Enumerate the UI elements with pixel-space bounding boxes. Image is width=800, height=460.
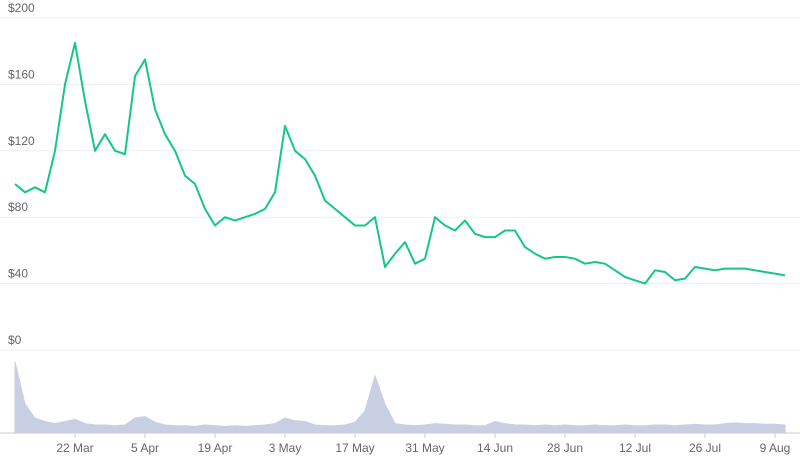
y-tick-label: $120 <box>8 134 35 148</box>
x-tick-label: 31 May <box>405 441 444 455</box>
y-tick-label: $160 <box>8 67 35 81</box>
volume-area <box>14 361 786 433</box>
price-line <box>14 41 786 285</box>
x-tick-label: 28 Jun <box>547 441 583 455</box>
y-tick-label: $80 <box>8 200 28 214</box>
y-tick-label: $200 <box>8 1 35 15</box>
y-tick-label: $40 <box>8 267 28 281</box>
x-tick-label: 9 Aug <box>760 441 791 455</box>
x-tick-label: 5 Apr <box>131 441 159 455</box>
y-tick-label: $0 <box>8 333 22 347</box>
x-tick-label: 26 Jul <box>689 441 721 455</box>
x-tick-label: 19 Apr <box>198 441 233 455</box>
x-tick-label: 22 Mar <box>56 441 93 455</box>
x-tick-label: 12 Jul <box>619 441 651 455</box>
x-tick-label: 3 May <box>269 441 302 455</box>
x-tick-label: 14 Jun <box>477 441 513 455</box>
x-tick-label: 17 May <box>335 441 374 455</box>
